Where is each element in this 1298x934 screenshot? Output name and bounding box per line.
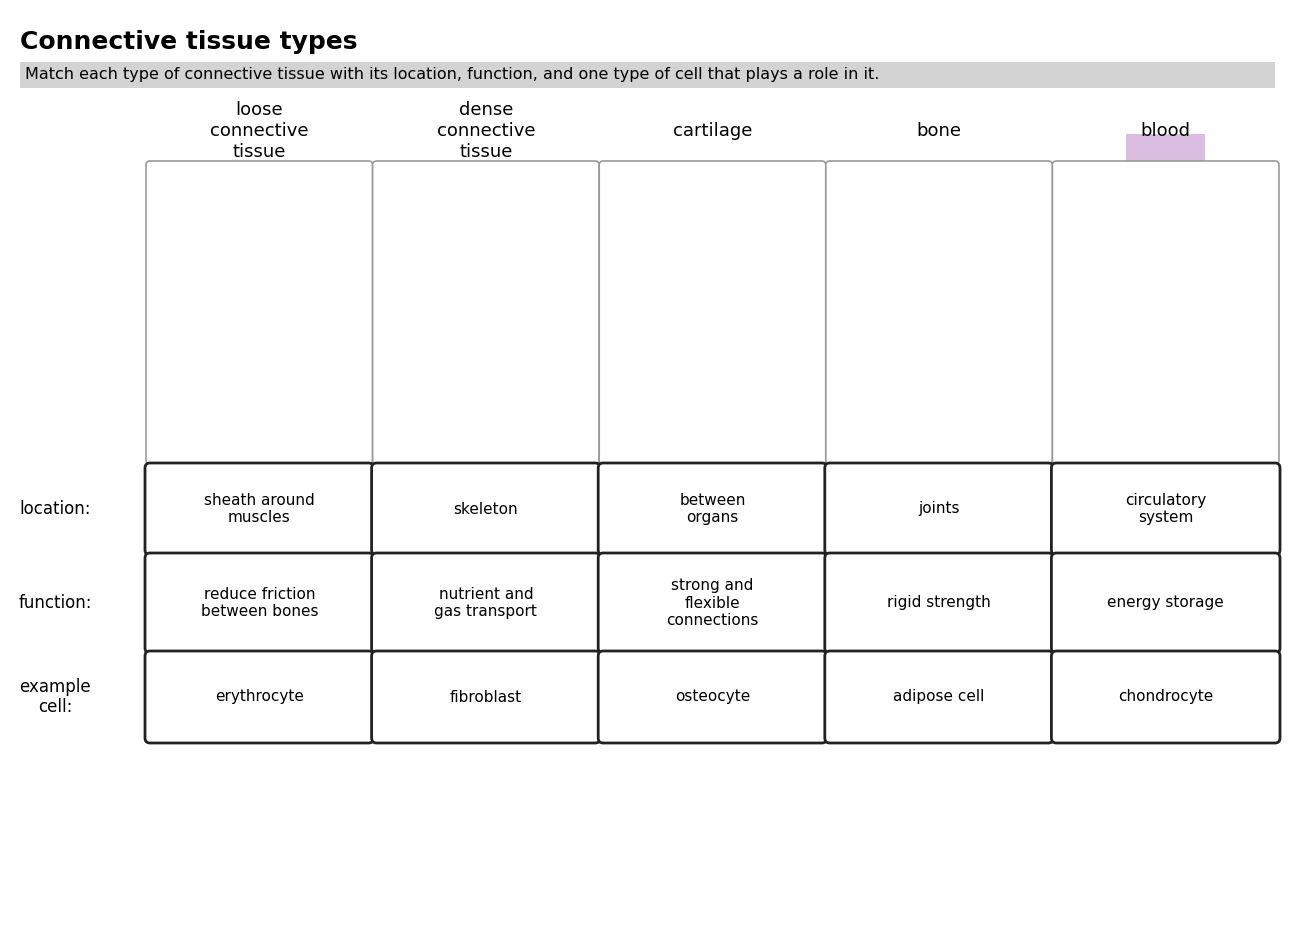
Text: nutrient and
gas transport: nutrient and gas transport	[435, 587, 537, 619]
FancyBboxPatch shape	[145, 553, 374, 653]
FancyBboxPatch shape	[371, 553, 600, 653]
Text: location:: location:	[19, 500, 91, 518]
FancyBboxPatch shape	[1053, 161, 1279, 464]
Text: Connective tissue types: Connective tissue types	[19, 30, 357, 54]
FancyBboxPatch shape	[19, 62, 1275, 88]
FancyBboxPatch shape	[826, 161, 1053, 464]
FancyBboxPatch shape	[1051, 463, 1280, 555]
FancyBboxPatch shape	[371, 463, 600, 555]
Text: between
organs: between organs	[679, 493, 745, 525]
Text: loose
connective
tissue: loose connective tissue	[210, 101, 309, 161]
Text: skeleton: skeleton	[453, 502, 518, 517]
Text: erythrocyte: erythrocyte	[215, 689, 304, 704]
FancyBboxPatch shape	[1051, 651, 1280, 743]
FancyBboxPatch shape	[824, 553, 1054, 653]
FancyBboxPatch shape	[145, 463, 374, 555]
FancyBboxPatch shape	[598, 463, 827, 555]
FancyBboxPatch shape	[1051, 553, 1280, 653]
Text: circulatory
system: circulatory system	[1125, 493, 1206, 525]
FancyBboxPatch shape	[600, 161, 826, 464]
Text: cartilage: cartilage	[672, 122, 752, 140]
FancyBboxPatch shape	[824, 651, 1054, 743]
FancyBboxPatch shape	[598, 553, 827, 653]
Text: dense
connective
tissue: dense connective tissue	[436, 101, 535, 161]
Text: energy storage: energy storage	[1107, 596, 1224, 611]
FancyBboxPatch shape	[824, 463, 1054, 555]
Text: rigid strength: rigid strength	[888, 596, 990, 611]
Text: adipose cell: adipose cell	[893, 689, 985, 704]
Text: bone: bone	[916, 122, 962, 140]
Text: fibroblast: fibroblast	[450, 689, 522, 704]
FancyBboxPatch shape	[1127, 134, 1206, 164]
Text: Match each type of connective tissue with its location, function, and one type o: Match each type of connective tissue wit…	[25, 67, 879, 82]
FancyBboxPatch shape	[373, 161, 600, 464]
Text: strong and
flexible
connections: strong and flexible connections	[666, 578, 759, 628]
Text: function:: function:	[18, 594, 92, 612]
FancyBboxPatch shape	[598, 651, 827, 743]
Text: osteocyte: osteocyte	[675, 689, 750, 704]
Text: sheath around
muscles: sheath around muscles	[204, 493, 314, 525]
FancyBboxPatch shape	[145, 161, 373, 464]
Text: chondrocyte: chondrocyte	[1118, 689, 1214, 704]
Text: blood: blood	[1141, 122, 1190, 140]
FancyBboxPatch shape	[371, 651, 600, 743]
Text: joints: joints	[919, 502, 959, 517]
FancyBboxPatch shape	[145, 651, 374, 743]
Text: example
cell:: example cell:	[19, 677, 91, 716]
Text: reduce friction
between bones: reduce friction between bones	[201, 587, 318, 619]
